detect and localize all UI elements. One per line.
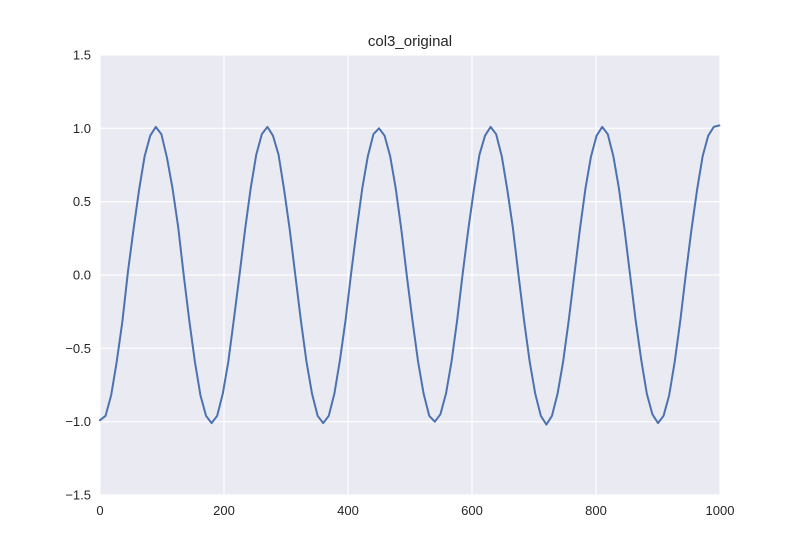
series-line: [99, 124, 721, 426]
chart-title: col3_original: [368, 33, 452, 50]
y-tick-label: −1.0: [65, 414, 91, 429]
y-tick-label: −1.5: [65, 488, 91, 503]
x-tick-label: 1000: [706, 503, 735, 518]
y-tick-label: −0.5: [65, 341, 91, 356]
x-axis-tick-labels: 0 200 400 600 800 1000: [96, 503, 734, 518]
x-tick-label: 400: [337, 503, 359, 518]
series-layer: [99, 124, 721, 426]
x-tick-label: 200: [213, 503, 235, 518]
y-axis-tick-labels: −1.5 −1.0 −0.5 0.0 0.5 1.0 1.5: [65, 48, 91, 503]
y-tick-label: 0.0: [73, 268, 91, 283]
y-tick-label: 1.5: [73, 48, 91, 63]
grid-lines: [99, 54, 721, 496]
x-tick-label: 600: [461, 503, 483, 518]
x-tick-label: 0: [96, 503, 103, 518]
x-tick-label: 800: [585, 503, 607, 518]
y-tick-label: 1.0: [73, 121, 91, 136]
y-tick-label: 0.5: [73, 194, 91, 209]
